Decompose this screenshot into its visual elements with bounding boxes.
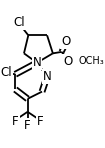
Text: F: F: [37, 115, 43, 128]
Text: OCH₃: OCH₃: [78, 56, 104, 66]
Text: F: F: [12, 115, 19, 128]
Text: N: N: [33, 56, 41, 69]
Text: N: N: [43, 70, 51, 83]
Text: O: O: [61, 35, 70, 48]
Text: Cl: Cl: [13, 16, 25, 29]
Text: Cl: Cl: [1, 66, 12, 79]
Text: F: F: [24, 119, 31, 132]
Text: O: O: [63, 55, 73, 68]
